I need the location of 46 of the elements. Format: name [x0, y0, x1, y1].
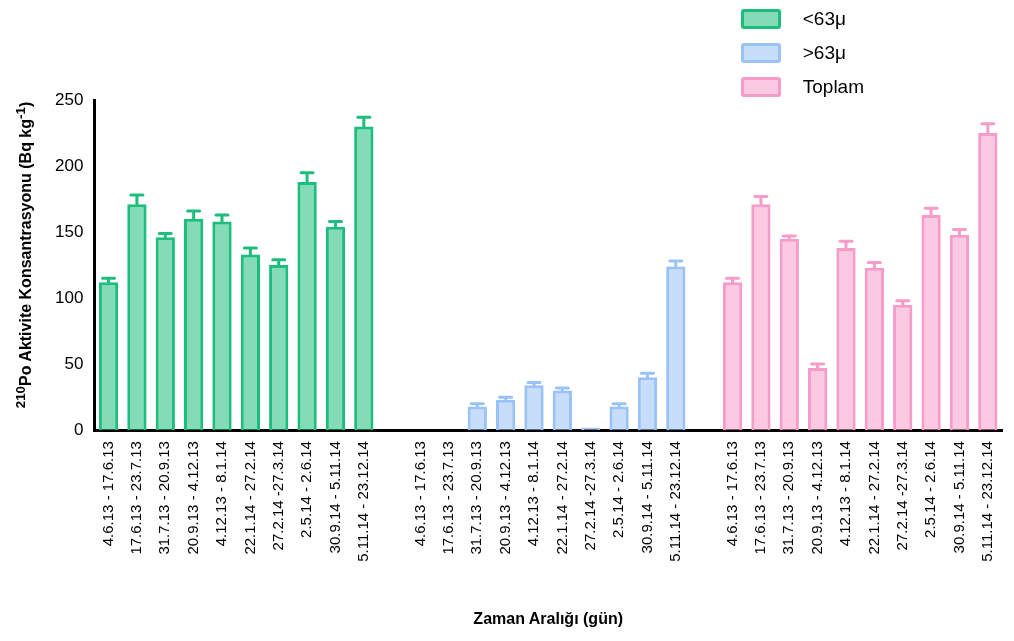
- x-tick-label: 2.5.14 - 2.6.14: [609, 441, 627, 538]
- bar: [609, 406, 629, 431]
- bar: [552, 390, 573, 431]
- y-tick-label: 200: [54, 155, 84, 175]
- x-axis-title: Zaman Aralığı (gün): [473, 609, 623, 627]
- y-tick-label: 150: [54, 221, 84, 241]
- x-tick-label: 30.9.14 - 5.11.14: [325, 441, 343, 554]
- x-tick-label: 31.7.13 - 20.9.13: [779, 441, 797, 555]
- x-tick-label: 17.6.13 - 23.7.13: [127, 441, 145, 555]
- x-tick-label: 2.5.14 - 2.6.14: [921, 441, 939, 538]
- x-tick-label: 17.6.13 - 23.7.13: [751, 441, 769, 555]
- x-tick-label: 20.9.13 - 4.12.13: [807, 441, 825, 555]
- x-tick-label: 5.11.14 - 23.12.14: [665, 441, 683, 562]
- x-tick-label: 4.12.13 - 8.1.14: [524, 441, 542, 547]
- x-tick-label: 27.2.14 -27.3.14: [268, 441, 286, 551]
- x-tick-label: 22.1.14 - 27.2.14: [864, 441, 882, 555]
- x-tick-label: 4.6.13 - 17.6.13: [98, 441, 116, 547]
- x-tick-label: 30.9.14 - 5.11.14: [637, 441, 655, 554]
- x-tick-label: 5.11.14 - 23.12.14: [353, 441, 371, 562]
- x-tick-label: 31.7.13 - 20.9.13: [155, 441, 173, 555]
- x-tick-label: 4.6.13 - 17.6.13: [410, 441, 428, 547]
- x-tick-label: 4.6.13 - 17.6.13: [722, 441, 740, 547]
- x-tick-label: 22.1.14 - 27.2.14: [552, 441, 570, 555]
- x-tick-label: 31.7.13 - 20.9.13: [467, 441, 485, 555]
- x-tick-label: 27.2.14 -27.3.14: [580, 441, 598, 551]
- x-tick-label: 30.9.14 - 5.11.14: [949, 441, 967, 554]
- bar: [524, 385, 544, 431]
- y-tick-label: 50: [64, 353, 84, 373]
- x-tick-label: 20.9.13 - 4.12.13: [183, 441, 201, 555]
- x-tick-label: 2.5.14 - 2.6.14: [297, 441, 315, 538]
- x-tick-label: 20.9.13 - 4.12.13: [495, 441, 513, 555]
- x-tick-label: 4.12.13 - 8.1.14: [212, 441, 230, 547]
- bar: [467, 406, 487, 431]
- x-tick-label: 22.1.14 - 27.2.14: [240, 441, 258, 555]
- x-tick-label: 4.12.13 - 8.1.14: [836, 441, 854, 547]
- y-tick-label: 100: [54, 287, 84, 307]
- x-tick-label: 17.6.13 - 23.7.13: [439, 441, 457, 555]
- legend-label: >63μ: [802, 42, 846, 64]
- x-tick-label: 5.11.14 - 23.12.14: [977, 441, 995, 562]
- legend-label: Toplam: [802, 76, 864, 98]
- y-tick-label: 250: [54, 89, 84, 109]
- x-tick-label: 27.2.14 -27.3.14: [892, 441, 910, 551]
- bar: [779, 238, 799, 431]
- y-tick-label: 0: [73, 419, 84, 439]
- bar: [495, 399, 516, 431]
- legend-label: <63μ: [802, 8, 846, 30]
